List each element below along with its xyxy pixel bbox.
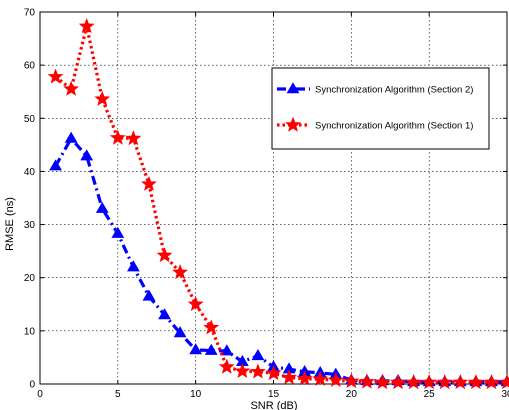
data-point: [172, 264, 189, 280]
data-point: [499, 374, 509, 390]
data-point: [94, 90, 111, 106]
data-point: [141, 175, 157, 191]
data-point: [312, 370, 329, 386]
data-point: [452, 374, 469, 390]
y-tick-label: 0: [29, 380, 35, 391]
data-point: [80, 149, 94, 161]
data-point: [374, 374, 391, 390]
data-point: [95, 201, 109, 213]
data-point: [142, 289, 156, 301]
y-tick-label: 10: [24, 326, 36, 337]
data-point: [483, 374, 500, 390]
data-point: [203, 319, 220, 335]
x-tick-label: 25: [424, 389, 436, 400]
data-point: [343, 373, 360, 389]
legend-marker: [286, 82, 300, 94]
legend: Synchronization Algorithm (Section 2) Syn…: [271, 67, 490, 150]
data-point: [78, 18, 95, 34]
data-point: [436, 374, 453, 390]
data-point: [64, 131, 78, 143]
data-point: [251, 349, 265, 361]
data-point: [296, 370, 313, 386]
data-point: [173, 326, 187, 338]
x-tick-label: 15: [268, 389, 280, 400]
legend-marker: [285, 116, 301, 132]
data-point: [250, 363, 266, 379]
y-axis-label: RMSE (ns): [4, 197, 16, 251]
data-point: [467, 374, 484, 390]
y-tick-label: 70: [24, 8, 36, 19]
data-point: [156, 247, 173, 263]
series-layer: [47, 18, 509, 390]
y-tick-label: 30: [24, 220, 36, 231]
legend-label: Synchronization Algorithm (Section 1): [315, 121, 473, 132]
data-point: [281, 369, 297, 385]
data-point: [109, 129, 126, 145]
data-point: [390, 374, 406, 390]
x-tick-label: 0: [37, 389, 43, 400]
data-point: [218, 358, 235, 374]
data-point: [111, 226, 125, 238]
x-tick-label: 30: [501, 389, 509, 400]
x-tick-label: 5: [115, 389, 121, 400]
data-point: [234, 362, 251, 378]
y-tick-label: 50: [24, 114, 36, 125]
data-point: [125, 130, 142, 146]
data-point: [63, 80, 80, 96]
data-point: [189, 343, 203, 355]
y-tick-label: 60: [24, 61, 36, 72]
x-tick-label: 10: [190, 389, 202, 400]
x-tick-label: 20: [346, 389, 358, 400]
data-point: [187, 295, 204, 312]
y-tick-label: 20: [24, 273, 36, 284]
data-point: [265, 365, 282, 381]
data-point: [49, 159, 62, 171]
data-point: [421, 374, 438, 390]
data-point: [405, 374, 422, 390]
legend-label: Synchronization Algorithm (Section 2): [315, 85, 473, 96]
data-point: [47, 68, 64, 84]
data-point: [327, 371, 344, 388]
data-point: [220, 344, 234, 356]
data-point: [204, 343, 218, 355]
x-axis-label: SNR (dB): [250, 400, 297, 410]
data-point: [358, 373, 375, 389]
y-tick-label: 40: [24, 167, 36, 178]
legend-box: [271, 67, 490, 150]
data-point: [158, 308, 171, 320]
data-point: [127, 260, 140, 272]
